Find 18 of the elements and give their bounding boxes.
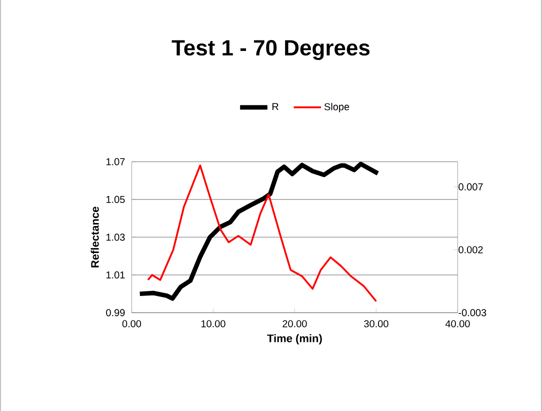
x-tick-label: 30.00 <box>364 320 388 328</box>
y2-tick-label: 0.002 <box>458 246 483 254</box>
y2-tick-label: 0.007 <box>458 183 483 190</box>
y-tick-label: 1.05 <box>106 196 125 203</box>
chart-title: Test 1 - 70 Degrees <box>172 40 370 60</box>
y-tick-label: 1.03 <box>106 234 125 241</box>
y-tick-label: 1.07 <box>106 158 125 166</box>
x-tick-label: 40.00 <box>445 320 470 328</box>
x-axis-title: Time (min) <box>267 334 322 344</box>
x-tick-label: 10.00 <box>201 320 226 328</box>
y-tick-label: 1.01 <box>106 271 125 278</box>
y-tick-label: 0.99 <box>106 309 125 316</box>
x-tick-label: 0.00 <box>122 320 142 328</box>
y-axis-title: Reflectance <box>90 206 99 268</box>
x-tick-label: 20.00 <box>282 320 307 328</box>
legend-label: Slope <box>324 102 350 112</box>
y2-tick-label: -0.003 <box>458 309 486 316</box>
legend-label: R <box>272 103 278 110</box>
